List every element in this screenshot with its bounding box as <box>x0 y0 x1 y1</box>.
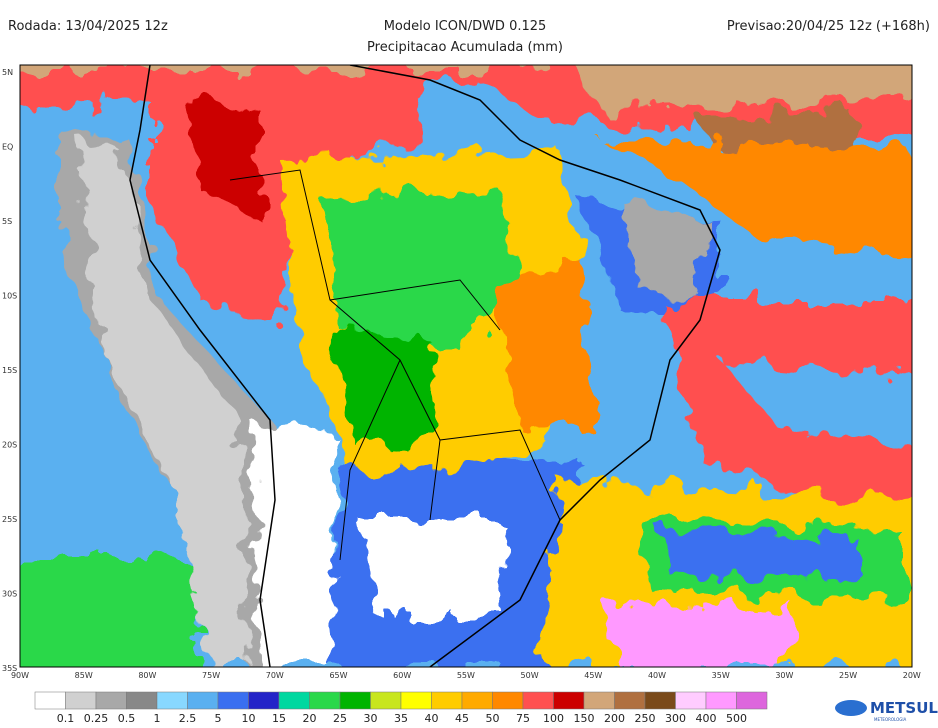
legend-label: 0.5 <box>118 712 136 724</box>
lon-label: 85W <box>75 671 93 680</box>
legend-swatch <box>705 691 737 710</box>
legend-swatch <box>156 691 188 710</box>
legend-label: 40 <box>425 712 439 724</box>
legend-swatch <box>248 691 280 710</box>
legend-swatch <box>431 691 463 710</box>
subtitle: Precipitacao Acumulada (mm) <box>367 40 563 55</box>
legend-label: 30 <box>364 712 378 724</box>
lat-label: 5S <box>2 217 12 226</box>
lon-label: 55W <box>457 671 475 680</box>
logo: METSUL METEOROLOGIA <box>835 699 938 722</box>
legend-swatch <box>370 691 402 710</box>
legend-label: 200 <box>604 712 625 724</box>
legend-swatch <box>126 691 158 710</box>
legend-swatch <box>65 691 97 710</box>
legend-label: 75 <box>516 712 530 724</box>
legend-label: 100 <box>543 712 564 724</box>
lat-label: 30S <box>2 590 17 599</box>
lat-label: 25S <box>2 515 17 524</box>
map-frame <box>19 64 913 668</box>
legend-swatch <box>278 691 310 710</box>
logo-name: METSUL <box>870 699 938 717</box>
legend: 0.1 0.25 0.5 1 2.5 5 10 15 20 25 30 35 40 45 50 75 100 15… <box>34 691 768 725</box>
lon-label: 70W <box>266 671 284 680</box>
model-label: Modelo ICON/DWD 0.125 <box>384 19 547 34</box>
legend-label: 25 <box>333 712 347 724</box>
legend-swatch <box>34 691 66 710</box>
legend-swatch <box>675 691 707 710</box>
legend-swatch <box>583 691 615 710</box>
lat-label: 35S <box>2 664 17 673</box>
lon-label: 60W <box>393 671 411 680</box>
legend-label: 15 <box>272 712 286 724</box>
legend-swatch <box>400 691 432 710</box>
legend-label: 5 <box>215 712 222 724</box>
legend-swatch <box>95 691 127 710</box>
legend-swatch <box>492 691 524 710</box>
legend-label: 150 <box>574 712 595 724</box>
lon-label: 45W <box>584 671 602 680</box>
lon-label: 65W <box>329 671 347 680</box>
legend-label: 10 <box>242 712 256 724</box>
legend-swatch <box>614 691 646 710</box>
lat-label: 5N <box>2 68 13 77</box>
legend-label: 2.5 <box>179 712 197 724</box>
lon-labels: 90W 85W 80W 75W 70W 65W 60W 55W 50W 45W 40W 35W 30W 2… <box>11 671 921 680</box>
legend-label: 500 <box>726 712 747 724</box>
lon-label: 80W <box>138 671 156 680</box>
forecast-label: Previsao:20/04/25 12z (+168h) <box>727 19 930 34</box>
lon-label: 50W <box>521 671 539 680</box>
logo-tagline: METEOROLOGIA <box>874 717 907 722</box>
legend-swatch <box>461 691 493 710</box>
legend-swatch <box>309 691 341 710</box>
legend-swatch <box>187 691 219 710</box>
lat-label: 20S <box>2 441 17 450</box>
legend-label: 20 <box>303 712 317 724</box>
lon-label: 25W <box>839 671 857 680</box>
legend-label: 0.25 <box>84 712 109 724</box>
map <box>20 65 912 667</box>
legend-swatch <box>736 691 768 710</box>
legend-label: 0.1 <box>57 712 75 724</box>
lon-label: 40W <box>648 671 666 680</box>
lon-label: 75W <box>202 671 220 680</box>
legend-label: 50 <box>486 712 500 724</box>
legend-swatch <box>644 691 676 710</box>
legend-swatch <box>217 691 249 710</box>
lon-label: 30W <box>775 671 793 680</box>
run-label: Rodada: 13/04/2025 12z <box>8 19 168 34</box>
legend-label: 35 <box>394 712 408 724</box>
legend-swatch <box>522 691 554 710</box>
lon-label: 20W <box>903 671 921 680</box>
lon-label: 90W <box>11 671 29 680</box>
legend-label: 1 <box>154 712 161 724</box>
legend-label: 250 <box>635 712 656 724</box>
legend-swatch <box>553 691 585 710</box>
lat-label: EQ <box>2 143 13 152</box>
legend-label: 400 <box>696 712 717 724</box>
lat-labels: 5N EQ 5S 10S 15S 20S 25S 30S 35S <box>2 68 17 673</box>
lat-label: 10S <box>2 292 17 301</box>
legend-label: 300 <box>665 712 686 724</box>
lat-label: 15S <box>2 366 17 375</box>
legend-label: 45 <box>455 712 469 724</box>
lon-label: 35W <box>712 671 730 680</box>
legend-swatch <box>339 691 371 710</box>
